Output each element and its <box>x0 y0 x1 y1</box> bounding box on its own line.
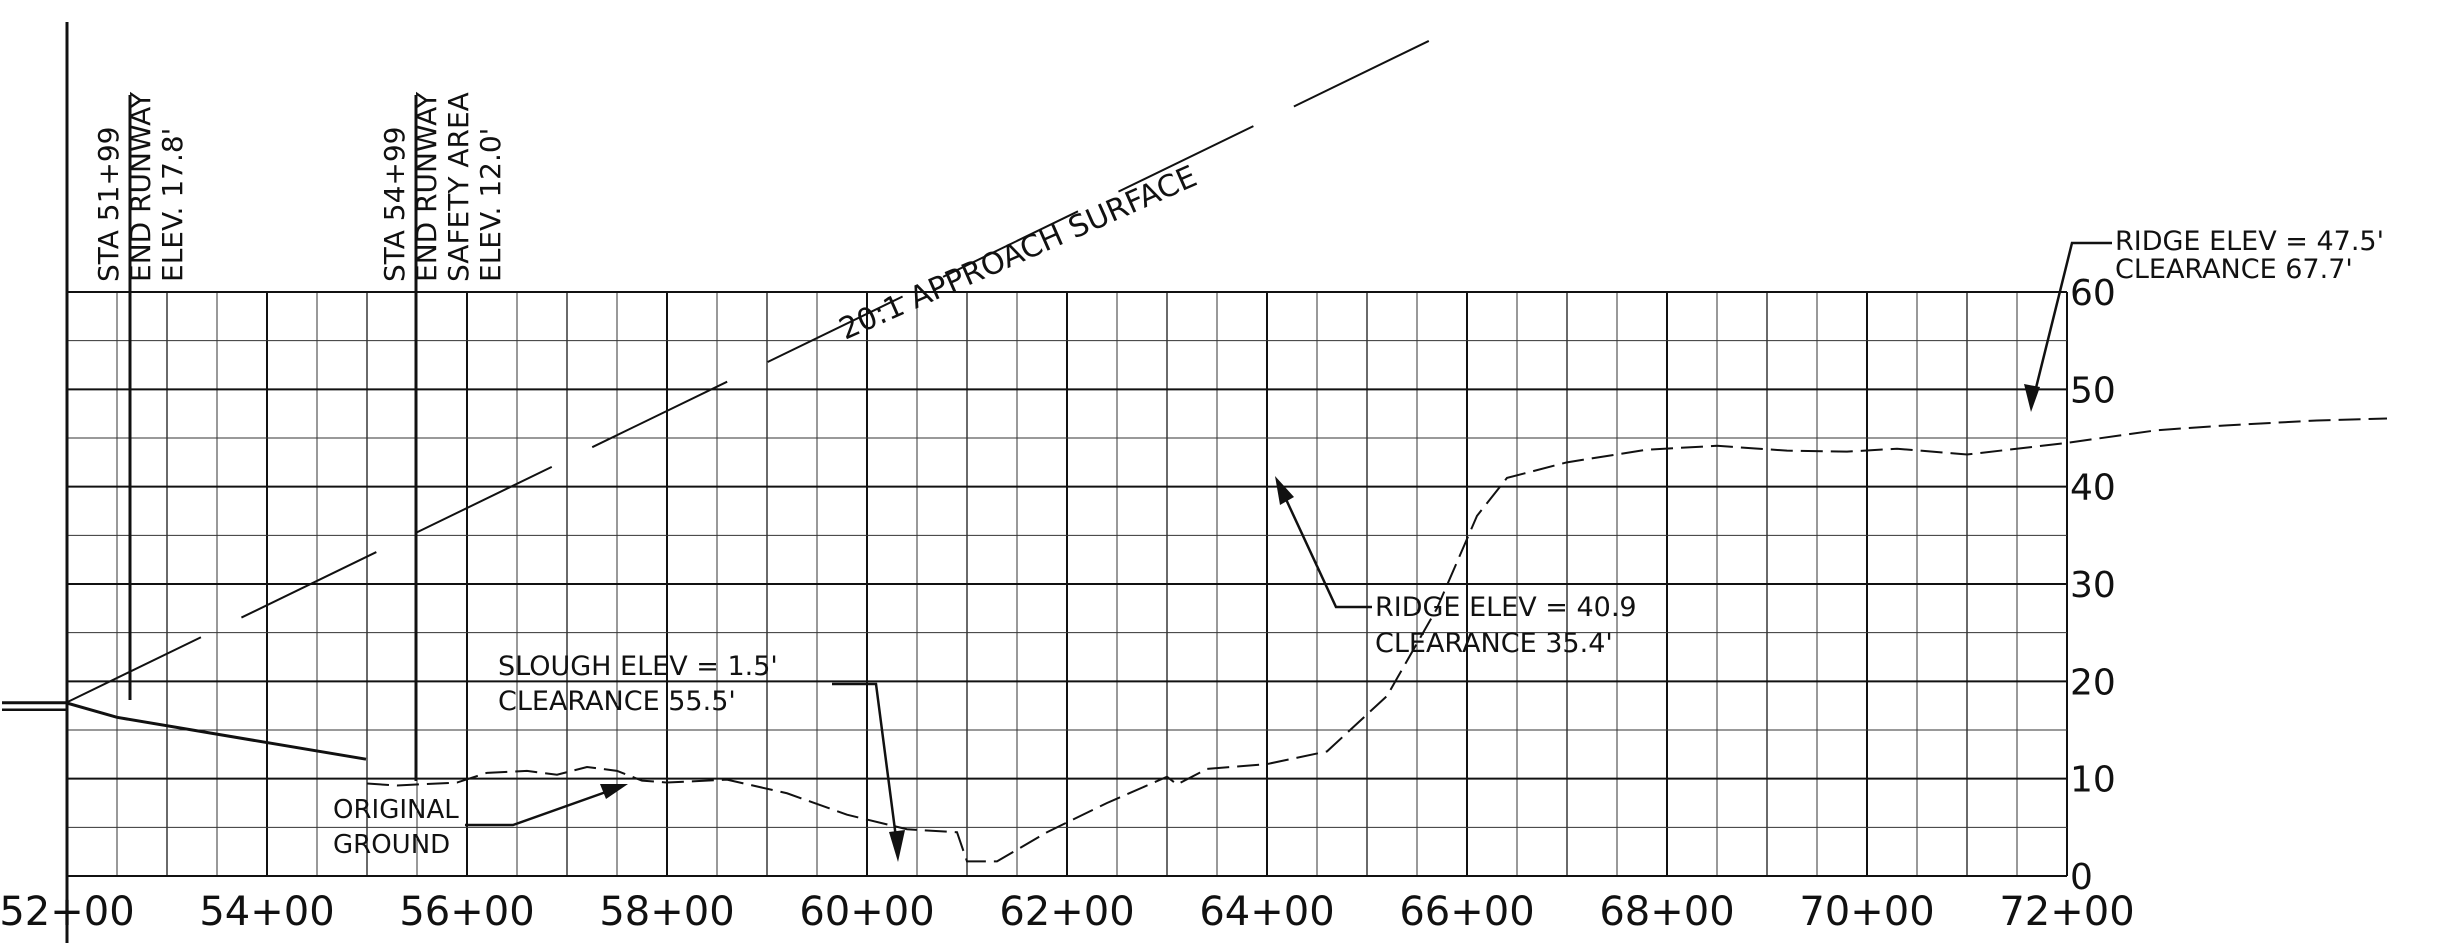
callout-original-ground: ORIGINAL GROUND <box>333 795 459 860</box>
callout-ridge-40-9-line-1: RIDGE ELEV = 40.9 <box>1375 592 1637 623</box>
y-tick-label: 20 <box>2070 662 2116 703</box>
callout-slough-arrowhead <box>889 830 905 862</box>
callout-slough-leader <box>832 682 900 854</box>
callout-slough: SLOUGH ELEV = 1.5' CLEARANCE 55.5' <box>498 651 778 717</box>
y-tick-label: 40 <box>2070 468 2116 509</box>
x-tick-label: 60+00 <box>799 889 934 935</box>
callout-slough-line-1: SLOUGH ELEV = 1.5' <box>498 651 778 682</box>
original-ground-line <box>366 417 2388 863</box>
callout-original-ground-leader <box>465 785 621 827</box>
station-label-51-99: STA 51+99 END RUNWAY ELEV. 17.8' <box>92 91 189 282</box>
y-tick-label: 50 <box>2070 370 2116 411</box>
x-tick-label: 72+00 <box>1999 889 2134 935</box>
station-label-54-99-line-4: ELEV. 12.0' <box>474 128 507 282</box>
x-tick-label: 56+00 <box>399 889 534 935</box>
x-tick-label: 64+00 <box>1199 889 1334 935</box>
station-label-51-99-line-1: STA 51+99 <box>92 127 125 282</box>
x-tick-label: 58+00 <box>599 889 734 935</box>
station-label-54-99-line-1: STA 54+99 <box>378 127 411 282</box>
profile-series <box>2 31 2388 863</box>
approach-surface-line <box>65 31 1448 704</box>
approach-surface-label: 20:1 APPROACH SURFACE <box>834 159 1202 347</box>
x-tick-label: 62+00 <box>999 889 1134 935</box>
y-tick-label: 10 <box>2070 760 2116 801</box>
callout-original-ground-arrowhead <box>600 784 628 799</box>
y-tick-label: 0 <box>2070 857 2093 898</box>
callout-slough-line-2: CLEARANCE 55.5' <box>498 686 736 717</box>
callout-ridge-47-5-leader <box>2030 241 2112 405</box>
callout-ridge-47-5-line-2: CLEARANCE 67.7' <box>2115 254 2353 285</box>
station-label-51-99-line-3: ELEV. 17.8' <box>156 128 189 282</box>
callout-original-ground-line-2: GROUND <box>333 830 450 860</box>
axis-tick-labels: 52+00 54+00 56+00 58+00 60+00 62+00 64+00 66+00… <box>0 273 2135 935</box>
x-tick-label: 68+00 <box>1599 889 1734 935</box>
station-label-54-99: STA 54+99 END RUNWAY SAFETY AREA ELEV. 1… <box>378 91 507 282</box>
profile-grid <box>66 291 2068 877</box>
x-tick-label: 70+00 <box>1799 889 1934 935</box>
callout-ridge-40-9: RIDGE ELEV = 40.9 CLEARANCE 35.4' <box>1375 592 1637 659</box>
callout-ridge-40-9-line-2: CLEARANCE 35.4' <box>1375 628 1613 659</box>
proposed-profile-line <box>2 701 367 761</box>
callout-ridge-40-9-arrowhead <box>1275 476 1294 505</box>
callout-ridge-47-5-line-1: RIDGE ELEV = 47.5' <box>2115 226 2384 257</box>
y-tick-label: 60 <box>2070 273 2116 314</box>
station-label-54-99-line-3: SAFETY AREA <box>442 92 475 282</box>
station-label-54-99-line-2: END RUNWAY <box>410 91 443 282</box>
station-label-51-99-line-2: END RUNWAY <box>124 91 157 282</box>
callout-original-ground-line-1: ORIGINAL <box>333 795 459 825</box>
callout-ridge-40-9-leader <box>1276 481 1372 609</box>
callout-ridge-47-5: RIDGE ELEV = 47.5' CLEARANCE 67.7' <box>2115 226 2384 285</box>
x-tick-label: 66+00 <box>1399 889 1534 935</box>
callout-ridge-47-5-arrowhead <box>2024 384 2040 412</box>
y-tick-label: 30 <box>2070 565 2116 606</box>
x-tick-label: 54+00 <box>199 889 334 935</box>
